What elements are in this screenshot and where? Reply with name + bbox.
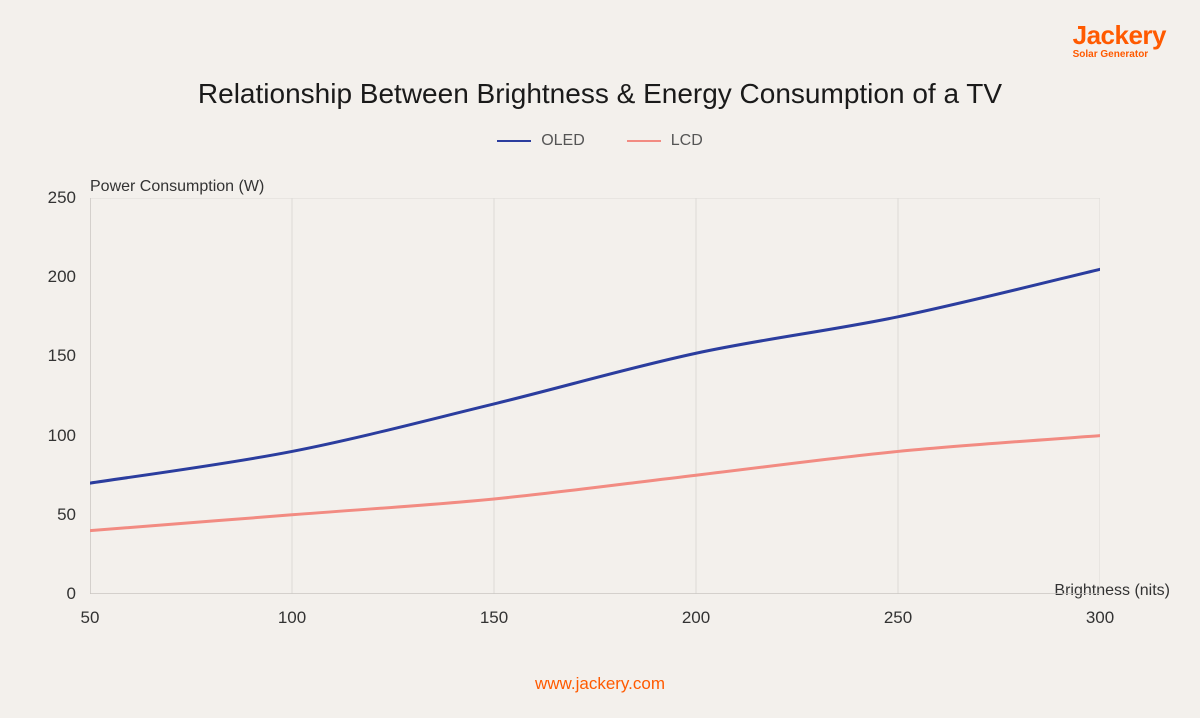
chart-area: 050100150200250 50100150200250300 [90, 198, 1100, 594]
legend-swatch-lcd [627, 140, 661, 143]
x-tick-label: 200 [682, 608, 710, 628]
series-line-lcd [90, 436, 1100, 531]
y-tick-label: 250 [26, 188, 76, 208]
y-tick-label: 150 [26, 346, 76, 366]
chart-title: Relationship Between Brightness & Energy… [0, 78, 1200, 110]
chart-legend: OLED LCD [0, 132, 1200, 150]
x-tick-label: 150 [480, 608, 508, 628]
x-tick-label: 300 [1086, 608, 1114, 628]
legend-item-oled: OLED [497, 132, 585, 150]
x-tick-label: 100 [278, 608, 306, 628]
legend-label-lcd: LCD [671, 132, 703, 150]
x-tick-label: 50 [81, 608, 100, 628]
y-axis-label: Power Consumption (W) [90, 178, 264, 196]
brand-name: Jackery [1073, 20, 1166, 51]
legend-label-oled: OLED [541, 132, 585, 150]
legend-item-lcd: LCD [627, 132, 703, 150]
y-tick-label: 0 [26, 584, 76, 604]
brand-block: Jackery Solar Generator [1073, 20, 1166, 60]
x-tick-label: 250 [884, 608, 912, 628]
y-tick-label: 50 [26, 505, 76, 525]
y-tick-label: 200 [26, 267, 76, 287]
series-line-oled [90, 269, 1100, 483]
chart-svg [90, 198, 1100, 594]
legend-swatch-oled [497, 140, 531, 143]
y-tick-label: 100 [26, 426, 76, 446]
footer-url: www.jackery.com [0, 674, 1200, 694]
